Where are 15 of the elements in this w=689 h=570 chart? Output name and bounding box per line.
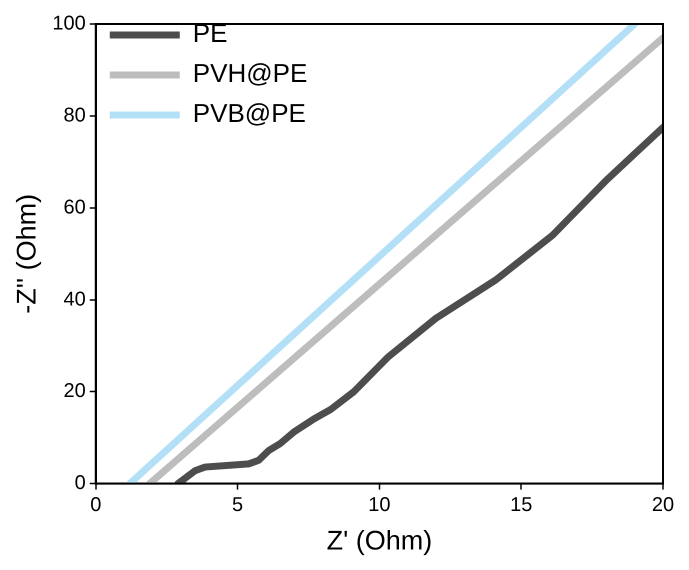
x-axis-title: Z' (Ohm) — [326, 525, 432, 556]
x-tick-label: 0 — [90, 494, 102, 516]
legend-label: PVB@PE — [192, 98, 306, 128]
x-tick-label: 10 — [368, 494, 391, 516]
y-tick-label: 100 — [52, 12, 86, 35]
y-axis-title: -Z'' (Ohm) — [12, 194, 42, 314]
x-tick-label: 15 — [510, 494, 532, 516]
y-tick-label: 80 — [64, 104, 86, 126]
y-tick-label: 40 — [64, 288, 86, 310]
y-tick-label: 0 — [74, 472, 86, 494]
x-tick-label: 20 — [652, 494, 674, 516]
x-tick-label: 5 — [232, 494, 244, 516]
legend-label: PVH@PE — [192, 58, 308, 88]
y-tick-label: 60 — [64, 196, 86, 218]
y-tick-label: 20 — [64, 380, 86, 402]
